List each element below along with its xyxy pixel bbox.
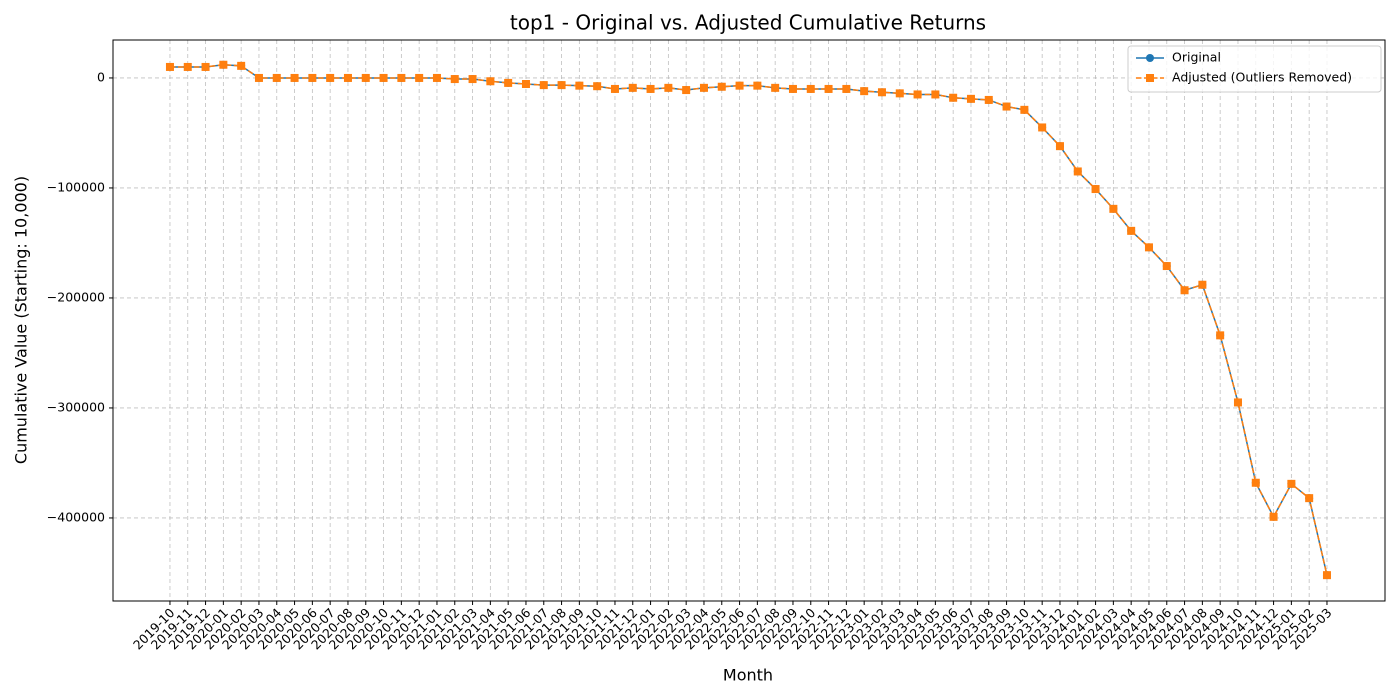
- y-tick-label: −300000: [47, 399, 105, 414]
- point: [219, 60, 228, 69]
- point: [699, 83, 708, 92]
- point: [682, 86, 691, 95]
- point: [468, 75, 477, 84]
- point: [1287, 479, 1296, 488]
- point: [646, 84, 655, 93]
- y-tick-label: −200000: [47, 289, 105, 304]
- y-tick-label: −400000: [47, 509, 105, 524]
- point: [539, 81, 548, 90]
- legend: Original Adjusted (Outliers Removed): [1127, 45, 1382, 93]
- point: [931, 90, 940, 99]
- point: [1322, 571, 1331, 580]
- chart-title: top1 - Original vs. Adjusted Cumulative …: [510, 11, 986, 35]
- plot-frame: [112, 39, 1386, 602]
- point: [308, 73, 317, 82]
- point: [1091, 185, 1100, 194]
- point: [735, 81, 744, 90]
- point: [1162, 262, 1171, 271]
- y-axis-label: Cumulative Value (Starting: 10,000): [12, 176, 31, 464]
- point: [913, 90, 922, 99]
- point: [1251, 478, 1260, 487]
- point: [326, 73, 335, 82]
- point: [575, 81, 584, 90]
- point: [895, 89, 904, 98]
- point: [949, 93, 958, 102]
- point: [788, 84, 797, 93]
- point: [379, 73, 388, 82]
- point: [771, 83, 780, 92]
- point: [450, 75, 459, 84]
- point: [1109, 204, 1118, 213]
- point: [1073, 167, 1082, 176]
- point: [1269, 512, 1278, 521]
- point: [183, 62, 192, 71]
- point: [984, 95, 993, 104]
- point: [717, 82, 726, 91]
- point: [1020, 105, 1029, 114]
- y-tick-label: 0: [97, 69, 105, 84]
- point: [1198, 280, 1207, 289]
- point: [1144, 243, 1153, 252]
- legend-marker: [1146, 74, 1154, 82]
- point: [557, 81, 566, 90]
- legend-marker: [1146, 54, 1154, 62]
- point: [806, 84, 815, 93]
- point: [361, 73, 370, 82]
- point: [504, 78, 513, 87]
- series-line: [169, 63, 1328, 576]
- point: [664, 83, 673, 92]
- point: [432, 73, 441, 82]
- point: [237, 61, 246, 70]
- point: [272, 73, 281, 82]
- point: [877, 88, 886, 97]
- point: [628, 83, 637, 92]
- legend-box: [1127, 45, 1382, 93]
- point: [397, 73, 406, 82]
- legend-label: Original: [1172, 50, 1221, 65]
- point: [1216, 331, 1225, 340]
- x-axis-label: Month: [723, 666, 773, 685]
- point: [966, 94, 975, 103]
- point: [165, 62, 174, 71]
- point: [1305, 494, 1314, 503]
- legend-label: Adjusted (Outliers Removed): [1172, 70, 1352, 85]
- point: [824, 84, 833, 93]
- point: [753, 81, 762, 90]
- point: [1038, 123, 1047, 132]
- point: [610, 84, 619, 93]
- point: [201, 62, 210, 71]
- point: [343, 73, 352, 82]
- point: [290, 73, 299, 82]
- point: [254, 73, 263, 82]
- series-line: [169, 63, 1328, 576]
- point: [415, 73, 424, 82]
- point: [593, 82, 602, 91]
- point: [521, 80, 530, 88]
- point: [842, 84, 851, 93]
- y-tick-label: −100000: [47, 179, 105, 194]
- point: [1127, 226, 1136, 235]
- point: [1002, 102, 1011, 111]
- point: [860, 87, 869, 96]
- point: [486, 77, 495, 86]
- point: [1055, 142, 1064, 151]
- point: [1233, 398, 1242, 407]
- point: [1180, 286, 1189, 295]
